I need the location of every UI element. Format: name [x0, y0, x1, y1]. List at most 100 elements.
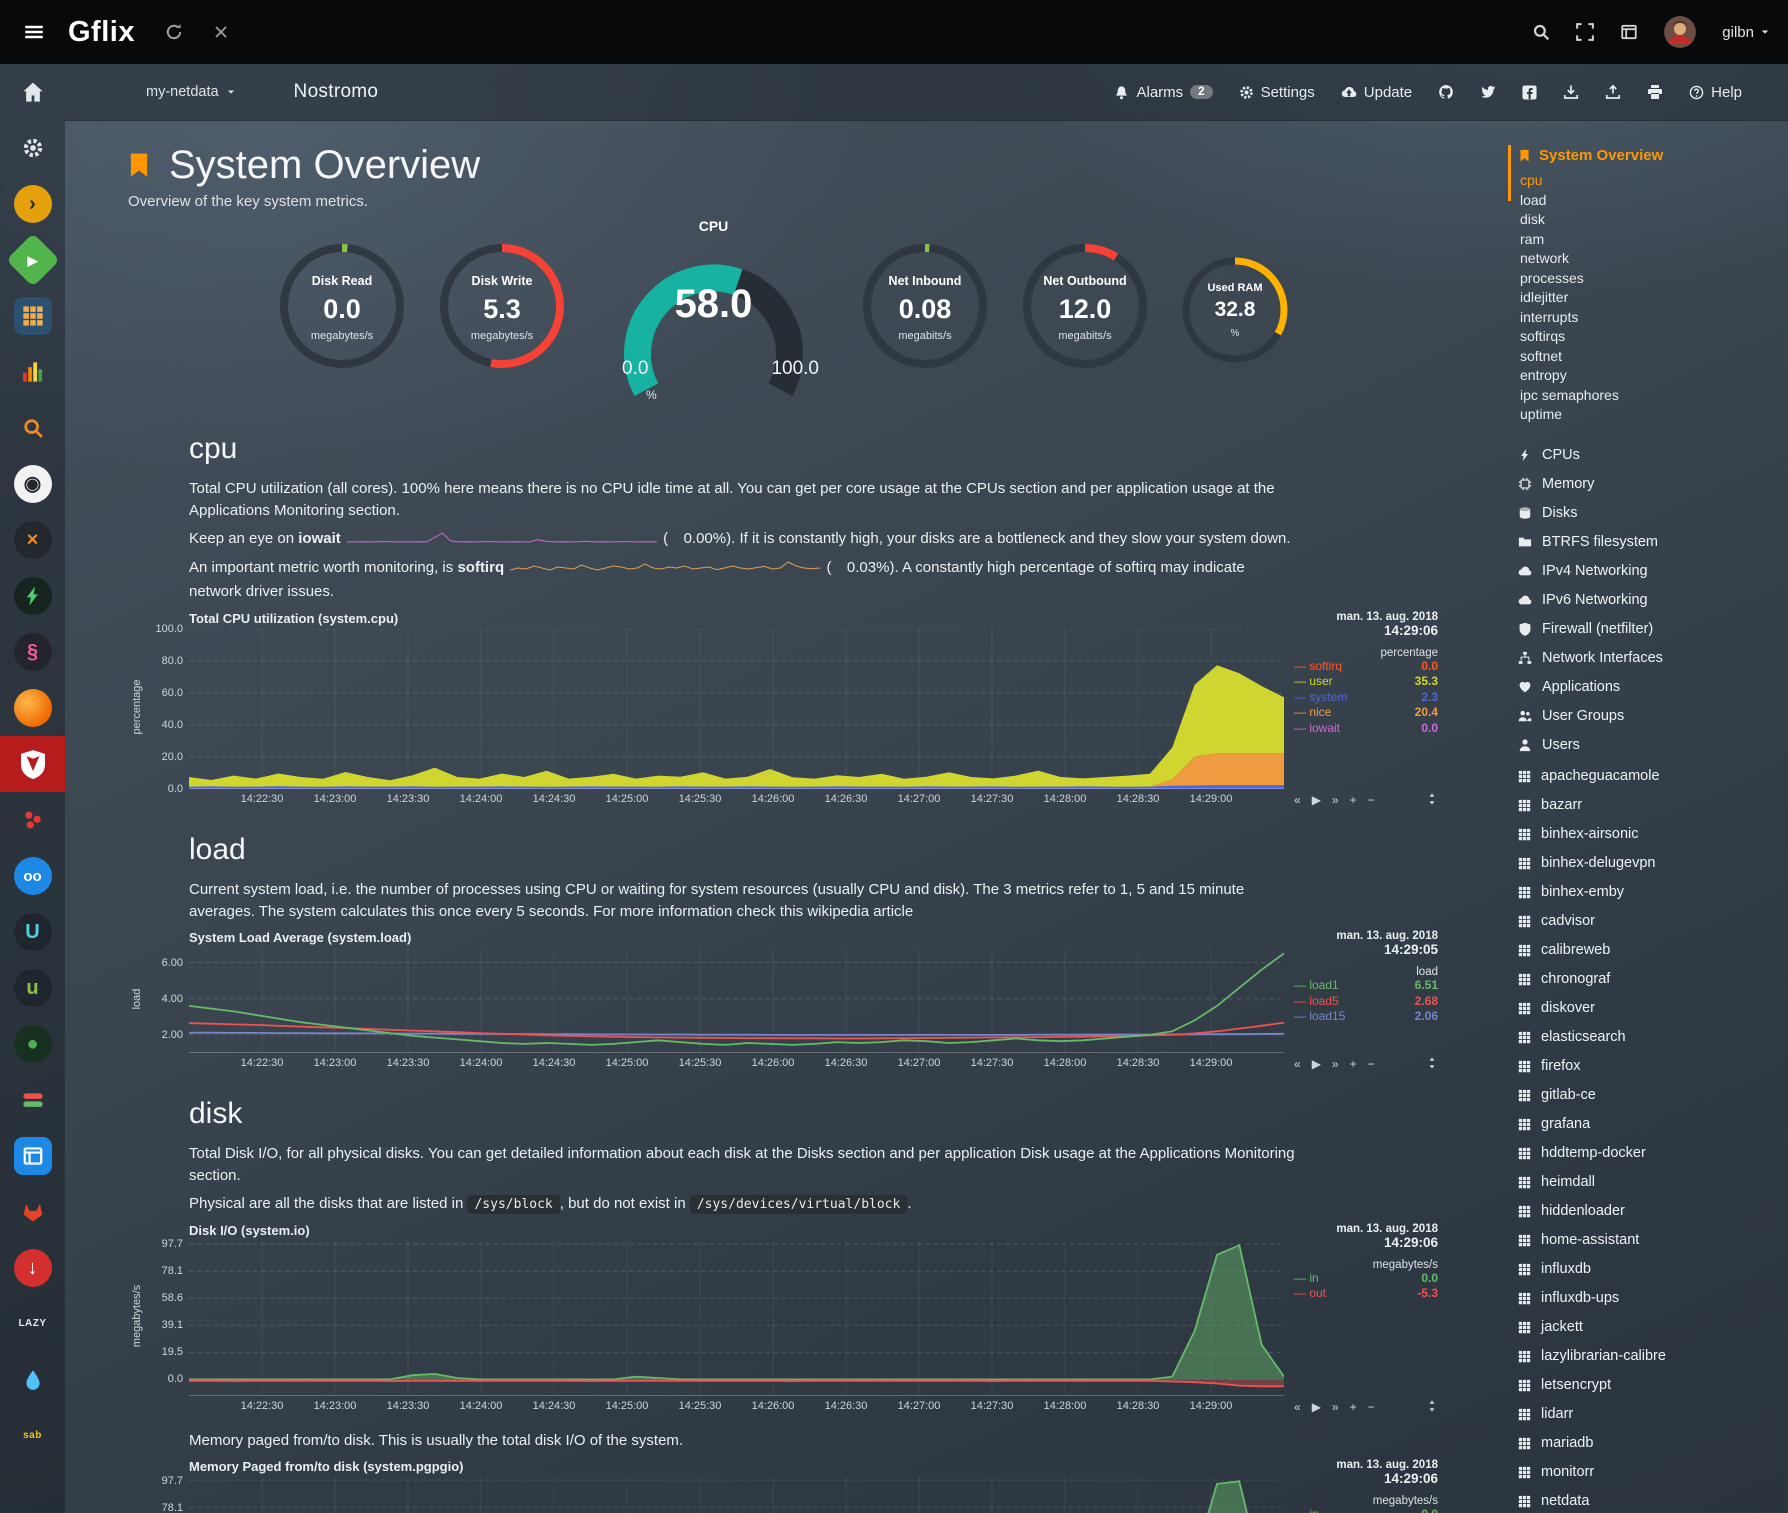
legend-item-softirq[interactable]: — softirq 0.0 — [1294, 658, 1438, 673]
legend-item-system[interactable]: — system 2.3 — [1294, 689, 1438, 704]
sidebar-app-ugreen-app[interactable]: u — [0, 960, 65, 1016]
chart-canvas[interactable] — [189, 1240, 1284, 1396]
nav-app-heimdall[interactable]: heimdall — [1518, 1168, 1780, 1197]
sidebar-app-home[interactable] — [0, 64, 65, 120]
sidebar-app-airsonic[interactable] — [0, 344, 65, 400]
sidebar-app-pink-app[interactable]: § — [0, 624, 65, 680]
nav-section-ipv4-networking[interactable]: IPv4 Networking — [1518, 557, 1780, 586]
nav-app-home-assistant[interactable]: home-assistant — [1518, 1226, 1780, 1255]
nav-app-bazarr[interactable]: bazarr — [1518, 791, 1780, 820]
skip-forward-button[interactable]: » — [1331, 792, 1339, 807]
chart-canvas[interactable] — [189, 628, 1284, 789]
nav-app-netdata[interactable]: netdata — [1518, 1487, 1780, 1513]
sidebar-app-dots-app[interactable] — [0, 792, 65, 848]
upload-button[interactable] — [1605, 84, 1621, 100]
sidebar-app-uhook-app[interactable]: U — [0, 904, 65, 960]
legend-item-user[interactable]: — user 35.3 — [1294, 674, 1438, 689]
sidebar-app-organizr[interactable]: × — [0, 512, 65, 568]
nav-section-ipv6-networking[interactable]: IPv6 Networking — [1518, 586, 1780, 615]
sidebar-app-gitlab[interactable] — [0, 1184, 65, 1240]
zoom-in-button[interactable]: + — [1349, 1057, 1357, 1072]
refresh-icon[interactable] — [165, 23, 183, 41]
sidebar-app-download-app[interactable]: ↓ — [0, 1240, 65, 1296]
sidebar-app-drop-app[interactable] — [0, 1352, 65, 1408]
play-button[interactable]: ▶ — [1311, 792, 1321, 807]
skip-back-button[interactable]: « — [1294, 1399, 1301, 1414]
nav-item-entropy[interactable]: entropy — [1520, 367, 1567, 383]
cpu-gauge[interactable]: CPU 58.0 0.0 100.0% — [596, 218, 831, 408]
net-outbound-gauge[interactable]: Net Outbound 12.0 megabits/s — [1019, 240, 1151, 386]
used-ram-gauge[interactable]: Used RAM 32.8% — [1179, 254, 1291, 380]
nav-app-influxdb-ups[interactable]: influxdb-ups — [1518, 1284, 1780, 1313]
legend-item-load1[interactable]: — load1 6.51 — [1294, 978, 1438, 993]
legend-item-load15[interactable]: — load15 2.06 — [1294, 1009, 1438, 1024]
nav-app-lazylibrarian-calibre[interactable]: lazylibrarian-calibre — [1518, 1342, 1780, 1371]
nav-app-binhex-emby[interactable]: binhex-emby — [1518, 878, 1780, 907]
chart-resize-handle[interactable] — [1426, 1057, 1438, 1069]
nav-section-user-groups[interactable]: User Groups — [1518, 702, 1780, 731]
play-button[interactable]: ▶ — [1311, 1399, 1321, 1414]
nav-app-hddtemp-docker[interactable]: hddtemp-docker — [1518, 1139, 1780, 1168]
browser-tabs-icon[interactable] — [1620, 23, 1638, 41]
nav-item-softnet[interactable]: softnet — [1520, 347, 1563, 364]
github-button[interactable] — [1438, 84, 1454, 100]
sidebar-app-firefox-app[interactable] — [0, 680, 65, 736]
nav-section-memory[interactable]: Memory — [1518, 470, 1780, 499]
sidebar-app-netdata-app[interactable] — [0, 736, 65, 792]
nav-app-hiddenloader[interactable]: hiddenloader — [1518, 1197, 1780, 1226]
legend-item-iowait[interactable]: — iowait 0.0 — [1294, 720, 1438, 735]
nav-item-ram[interactable]: ram — [1520, 230, 1545, 247]
zoom-out-button[interactable]: − — [1367, 1057, 1375, 1072]
nav-item-uptime[interactable]: uptime — [1520, 406, 1563, 422]
nav-app-influxdb[interactable]: influxdb — [1518, 1255, 1780, 1284]
sidebar-app-bolt-app[interactable] — [0, 568, 65, 624]
zoom-in-button[interactable]: + — [1349, 1399, 1357, 1414]
user-menu[interactable]: gilbn — [1722, 24, 1770, 41]
legend-item-out[interactable]: — out -5.3 — [1294, 1286, 1438, 1301]
nav-app-calibreweb[interactable]: calibreweb — [1518, 936, 1780, 965]
nav-app-apacheguacamole[interactable]: apacheguacamole — [1518, 762, 1780, 791]
nav-system-overview[interactable]: System Overview — [1518, 147, 1780, 164]
sidebar-app-bars-app[interactable] — [0, 1072, 65, 1128]
sidebar-app-emby[interactable]: ▶ — [0, 232, 65, 288]
nav-app-letsencrypt[interactable]: letsencrypt — [1518, 1371, 1780, 1400]
zoom-out-button[interactable]: − — [1367, 1399, 1375, 1414]
nav-section-applications[interactable]: Applications — [1518, 673, 1780, 702]
host-dropdown[interactable]: my-netdata — [146, 84, 236, 100]
sidebar-app-docker[interactable] — [0, 288, 65, 344]
skip-forward-button[interactable]: » — [1331, 1057, 1339, 1072]
chart-resize-handle[interactable] — [1426, 793, 1438, 805]
nav-app-grafana[interactable]: grafana — [1518, 1110, 1780, 1139]
nav-section-firewall-netfilter-[interactable]: Firewall (netfilter) — [1518, 615, 1780, 644]
disk-write-gauge[interactable]: Disk Write 5.3 megabytes/s — [436, 240, 568, 386]
nav-item-idlejitter[interactable]: idlejitter — [1520, 289, 1569, 305]
nav-section-btrfs-filesystem[interactable]: BTRFS filesystem — [1518, 528, 1780, 557]
fullscreen-icon[interactable] — [1576, 23, 1595, 41]
sidebar-app-bluewin-app[interactable] — [0, 1128, 65, 1184]
legend-item-nice[interactable]: — nice 20.4 — [1294, 705, 1438, 720]
nav-item-ipc-semaphores[interactable]: ipc semaphores — [1520, 386, 1619, 403]
sidebar-app-lazylibrarian[interactable]: LAZY — [0, 1296, 65, 1352]
skip-forward-button[interactable]: » — [1331, 1399, 1339, 1414]
twitter-button[interactable] — [1480, 84, 1496, 100]
sidebar-app-sabnzbd[interactable]: sab — [0, 1408, 65, 1464]
facebook-button[interactable] — [1522, 84, 1537, 100]
search-icon[interactable] — [1532, 23, 1550, 41]
sidebar-app-settings[interactable] — [0, 120, 65, 176]
nav-app-cadvisor[interactable]: cadvisor — [1518, 907, 1780, 936]
nav-app-lidarr[interactable]: lidarr — [1518, 1400, 1780, 1429]
chart-resize-handle[interactable] — [1426, 1399, 1438, 1412]
legend-item-load5[interactable]: — load5 2.68 — [1294, 993, 1438, 1008]
nav-app-monitorr[interactable]: monitorr — [1518, 1458, 1780, 1487]
softirq-sparkline[interactable] — [510, 559, 821, 574]
nav-item-cpu[interactable]: cpu — [1520, 172, 1543, 188]
hamburger-menu-icon[interactable] — [24, 22, 44, 42]
avatar[interactable] — [1664, 16, 1697, 48]
nav-app-elasticsearch[interactable]: elasticsearch — [1518, 1023, 1780, 1052]
sidebar-app-blue-oo-app[interactable]: oo — [0, 848, 65, 904]
disk-read-gauge[interactable]: Disk Read 0.0 megabytes/s — [276, 240, 408, 386]
download-button[interactable] — [1563, 84, 1579, 100]
help-button[interactable]: Help — [1689, 84, 1742, 101]
nav-app-chronograf[interactable]: chronograf — [1518, 965, 1780, 994]
